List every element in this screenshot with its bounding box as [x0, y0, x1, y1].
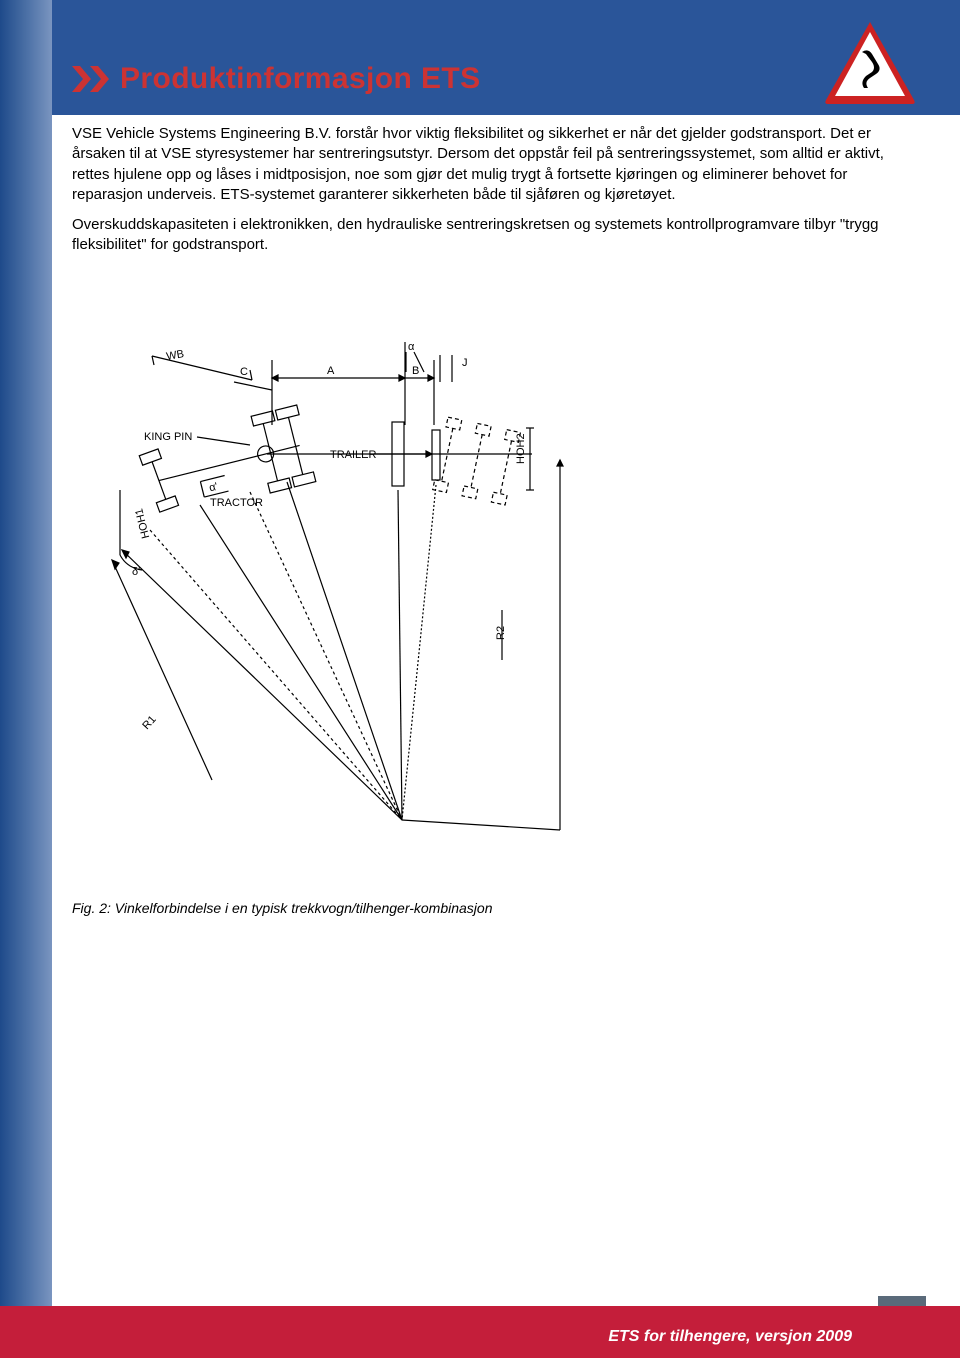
technical-diagram: A B α J WB C	[72, 330, 572, 890]
label-A: A	[327, 365, 335, 377]
body-content: VSE Vehicle Systems Engineering B.V. for…	[72, 124, 892, 266]
title-row: Produktinformasjon ETS	[72, 62, 481, 96]
label-J: J	[462, 357, 468, 369]
label-king-pin: KING PIN	[144, 431, 192, 443]
paragraph-1: VSE Vehicle Systems Engineering B.V. for…	[72, 124, 892, 205]
footer-text: ETS for tilhengere, versjon 2009	[608, 1328, 852, 1346]
figure-caption: Fig. 2: Vinkelforbindelse i en typisk tr…	[72, 900, 493, 916]
label-C: C	[240, 366, 248, 378]
warning-sign-icon	[820, 18, 920, 108]
label-B: B	[412, 365, 419, 377]
label-trailer: TRAILER	[330, 449, 377, 461]
label-WB: WB	[165, 348, 185, 363]
label-HOH2: HOH2	[515, 433, 527, 464]
left-gradient-band	[0, 0, 52, 1358]
label-R1: R1	[140, 714, 158, 732]
label-alpha-prime: α'	[208, 481, 219, 495]
label-HOH1: HOH1	[133, 507, 152, 540]
footer-bar: ETS for tilhengere, versjon 2009	[0, 1306, 960, 1358]
label-R2: R2	[495, 626, 507, 640]
chevron-icon	[72, 66, 112, 92]
paragraph-2: Overskuddskapasiteten i elektronikken, d…	[72, 215, 892, 256]
label-alpha: α	[408, 341, 415, 353]
page-title: Produktinformasjon ETS	[120, 62, 481, 96]
